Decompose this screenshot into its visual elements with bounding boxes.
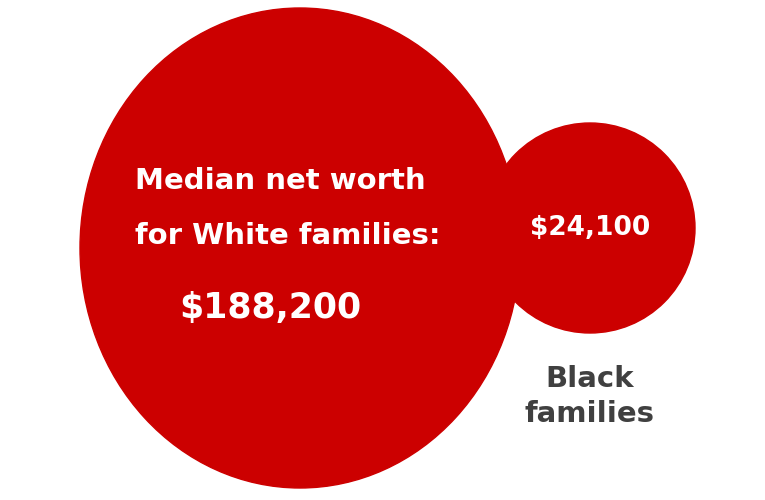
Text: $24,100: $24,100 xyxy=(530,215,650,241)
Text: $188,200: $188,200 xyxy=(179,291,361,325)
Text: for White families:: for White families: xyxy=(135,222,441,250)
Circle shape xyxy=(485,123,695,333)
Ellipse shape xyxy=(80,8,520,488)
Text: Median net worth: Median net worth xyxy=(135,167,425,195)
Text: Black
families: Black families xyxy=(525,365,655,428)
